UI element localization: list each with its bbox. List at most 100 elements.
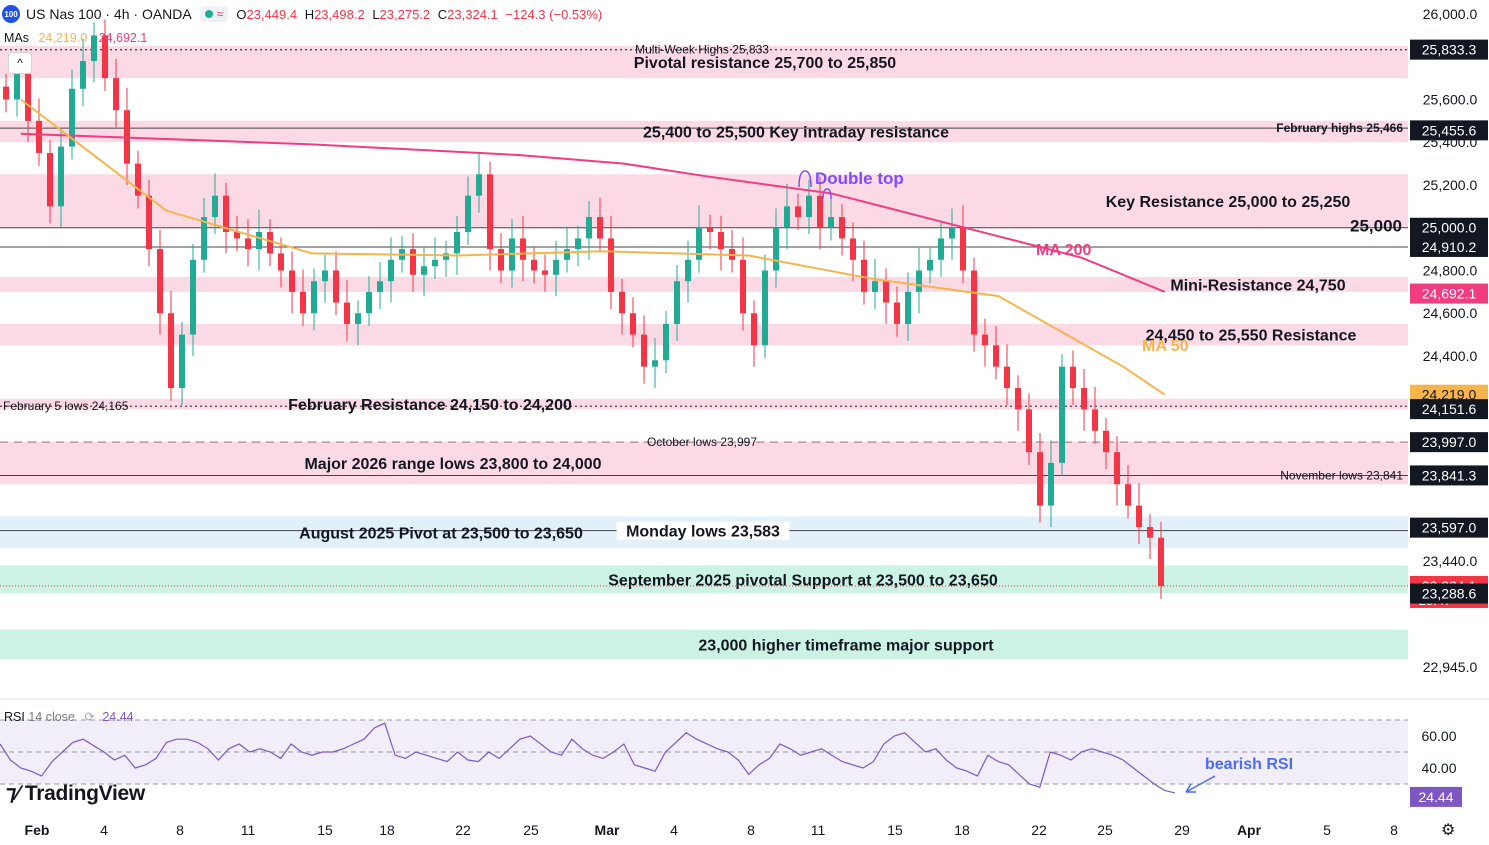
candle-body xyxy=(289,270,295,292)
tradingview-logo[interactable]: ⁊⁄ TradingView xyxy=(6,782,145,805)
wave-icon: ≈ xyxy=(216,7,224,21)
candle-body xyxy=(861,259,867,292)
x-tick-label: 15 xyxy=(887,822,903,838)
candle-body xyxy=(586,217,592,239)
candle-body xyxy=(674,281,680,324)
chevron-up-icon: ^ xyxy=(17,56,23,70)
rsi-label: RSI xyxy=(4,710,25,724)
close-value: 23,324.1 xyxy=(447,6,498,22)
x-tick-label: Apr xyxy=(1237,822,1262,838)
market-status-pill[interactable]: ≈ xyxy=(199,6,229,22)
level-label-bg xyxy=(616,521,790,540)
axis-price-tag xyxy=(1410,517,1488,538)
zone-label-9: 23,000 higher timeframe major support xyxy=(698,638,994,655)
candle-body xyxy=(476,174,482,196)
candle-body xyxy=(905,291,911,324)
candle-body xyxy=(597,217,603,239)
candle-body xyxy=(300,291,306,314)
candle-body xyxy=(685,259,691,282)
candle-body xyxy=(1092,409,1098,431)
axis-price-tag xyxy=(1410,399,1488,420)
zone-label-0: Pivotal resistance 25,700 to 25,850 xyxy=(634,55,896,72)
candle-body xyxy=(652,360,658,367)
candle-body xyxy=(1081,388,1087,410)
axis-price-text: 25,833.3 xyxy=(1422,42,1477,58)
zone-label-8: September 2025 pivotal Support at 23,500… xyxy=(608,572,998,589)
candle-body xyxy=(443,253,449,260)
zone-5 xyxy=(0,398,1408,410)
axis-price-text: 24,692.1 xyxy=(1422,286,1477,302)
collapse-legend-button[interactable]: ^ xyxy=(8,52,32,74)
candle-body xyxy=(410,249,416,275)
symbol-title[interactable]: US Nas 100 · 4h · OANDA xyxy=(26,6,192,22)
candle-body xyxy=(817,195,823,228)
zone-0 xyxy=(0,46,1408,79)
zone-1 xyxy=(0,120,1408,143)
candle-body xyxy=(498,249,504,271)
candle-body xyxy=(564,249,570,260)
axis-price-tag xyxy=(1410,465,1488,486)
candle-body xyxy=(47,152,53,207)
axis-price-text: 24,219.0 xyxy=(1422,387,1477,403)
candle-body xyxy=(278,253,284,271)
candle-body xyxy=(520,238,526,260)
zone-label-7: August 2025 Pivot at 23,500 to 23,650 xyxy=(299,525,583,542)
candle-body xyxy=(157,249,163,314)
candle-body xyxy=(333,270,339,303)
annotation-bearish-rsi: bearish RSI xyxy=(1205,756,1293,773)
candle-body xyxy=(1004,366,1010,389)
candle-body xyxy=(1158,537,1164,586)
annotation-ma200: MA 200 xyxy=(1036,242,1092,259)
open-value: 23,449.4 xyxy=(246,6,298,22)
axis-price-text: 23,997.0 xyxy=(1422,434,1477,450)
rsi-legend[interactable]: RSI 14 close ⟳ 24.44 xyxy=(4,709,134,724)
ma50-line xyxy=(20,98,1166,396)
candle-body xyxy=(377,281,383,292)
candle-body xyxy=(982,334,988,346)
candle-body xyxy=(1037,452,1043,506)
candle-body xyxy=(25,73,31,121)
candle-body xyxy=(91,35,97,62)
ma200-value: 24,692.1 xyxy=(98,31,148,45)
rsi-value-tag-text: 24.44 xyxy=(1418,789,1453,805)
candle-body xyxy=(454,232,460,254)
x-tick-label: 4 xyxy=(670,822,678,838)
bearish-rsi-arrow xyxy=(1185,775,1216,793)
y-tick-label: 25,200.0 xyxy=(1423,177,1478,193)
candle-body xyxy=(608,238,614,292)
rsi-value: 24.44 xyxy=(102,710,134,724)
settings-gear-icon[interactable]: ⚙ xyxy=(1441,822,1456,839)
candle-body xyxy=(256,232,262,250)
high-value: 23,498.2 xyxy=(314,6,365,22)
candle-body xyxy=(740,259,746,314)
candle-body xyxy=(575,238,581,250)
level-label-2: 25,000 xyxy=(1350,217,1402,236)
zone-label-1: 25,400 to 25,500 Key intraday resistance xyxy=(643,125,949,142)
mas-label: MAs xyxy=(4,31,29,45)
zone-label-2: Key Resistance 25,000 to 25,250 xyxy=(1106,194,1351,211)
candle-body xyxy=(894,302,900,324)
candle-body xyxy=(553,259,559,275)
axis-price-text: 24,910.2 xyxy=(1422,239,1477,255)
mas-legend[interactable]: MAs 24,219.0 24,692.1 xyxy=(4,31,147,45)
tv-mark-icon: ⁊⁄ xyxy=(6,782,25,805)
candle-body xyxy=(201,217,207,260)
candle-body xyxy=(762,270,768,346)
x-tick-label: 4 xyxy=(100,822,108,838)
candle-body xyxy=(707,227,713,233)
annotation-double-top: Double top xyxy=(815,169,904,188)
candle-body xyxy=(14,73,20,100)
candle-body xyxy=(102,35,108,79)
candle-body xyxy=(1070,366,1076,389)
candle-body xyxy=(960,227,966,271)
candle-body xyxy=(1103,430,1109,453)
axis-price-text: 25,000.0 xyxy=(1422,220,1477,236)
axis-price-tag xyxy=(1410,583,1488,604)
candle-body xyxy=(1136,505,1142,527)
change-value: −124.3 (−0.53%) xyxy=(505,6,603,22)
candle-body xyxy=(795,206,801,218)
candle-body xyxy=(630,313,636,335)
candle-body xyxy=(872,281,878,292)
candle-body xyxy=(245,238,251,250)
